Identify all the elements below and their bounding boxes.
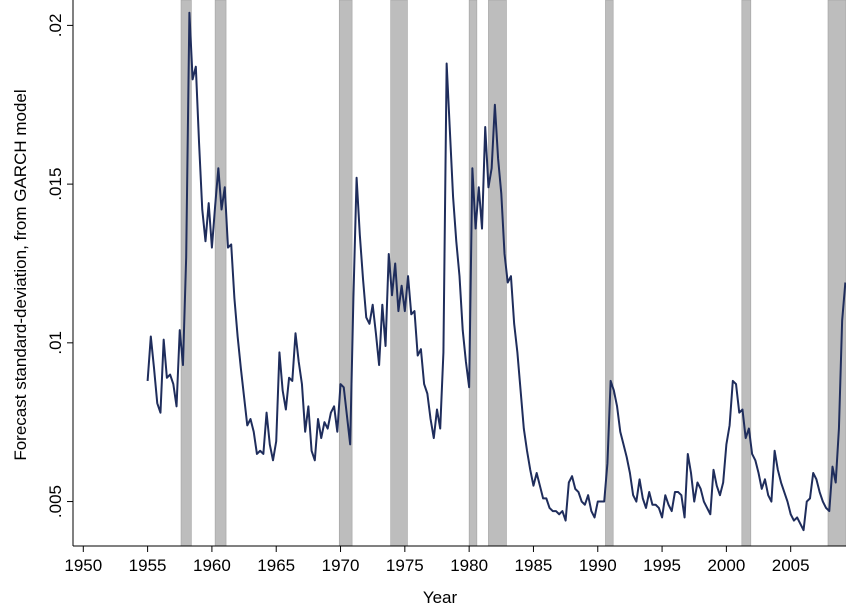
x-tick-label: 1960 [193, 556, 231, 575]
recession-band [214, 0, 227, 547]
x-tick-label: 1970 [322, 556, 360, 575]
x-tick-label: 1975 [386, 556, 424, 575]
x-tick-label: 1955 [129, 556, 167, 575]
y-tick-label: .015 [46, 168, 65, 201]
x-tick-label: 1980 [450, 556, 488, 575]
y-tick-label: .005 [46, 485, 65, 518]
x-axis-title: Year [423, 588, 458, 607]
x-tick-label: 1995 [643, 556, 681, 575]
x-tick-label: 1990 [579, 556, 617, 575]
y-tick-label: .01 [46, 331, 65, 355]
x-tick-label: 1965 [257, 556, 295, 575]
x-tick-label: 2000 [707, 556, 745, 575]
y-axis-title: Forecast standard-deviation, from GARCH … [11, 89, 30, 460]
series-line [146, 11, 846, 532]
y-tick-label: .02 [46, 14, 65, 38]
recession-band [741, 0, 752, 547]
recession-band [488, 0, 507, 547]
x-tick-label: 1985 [515, 556, 553, 575]
recession-band [390, 0, 408, 547]
recession-band [338, 0, 353, 547]
x-tick-label: 1950 [64, 556, 102, 575]
x-tick-label: 2005 [772, 556, 810, 575]
